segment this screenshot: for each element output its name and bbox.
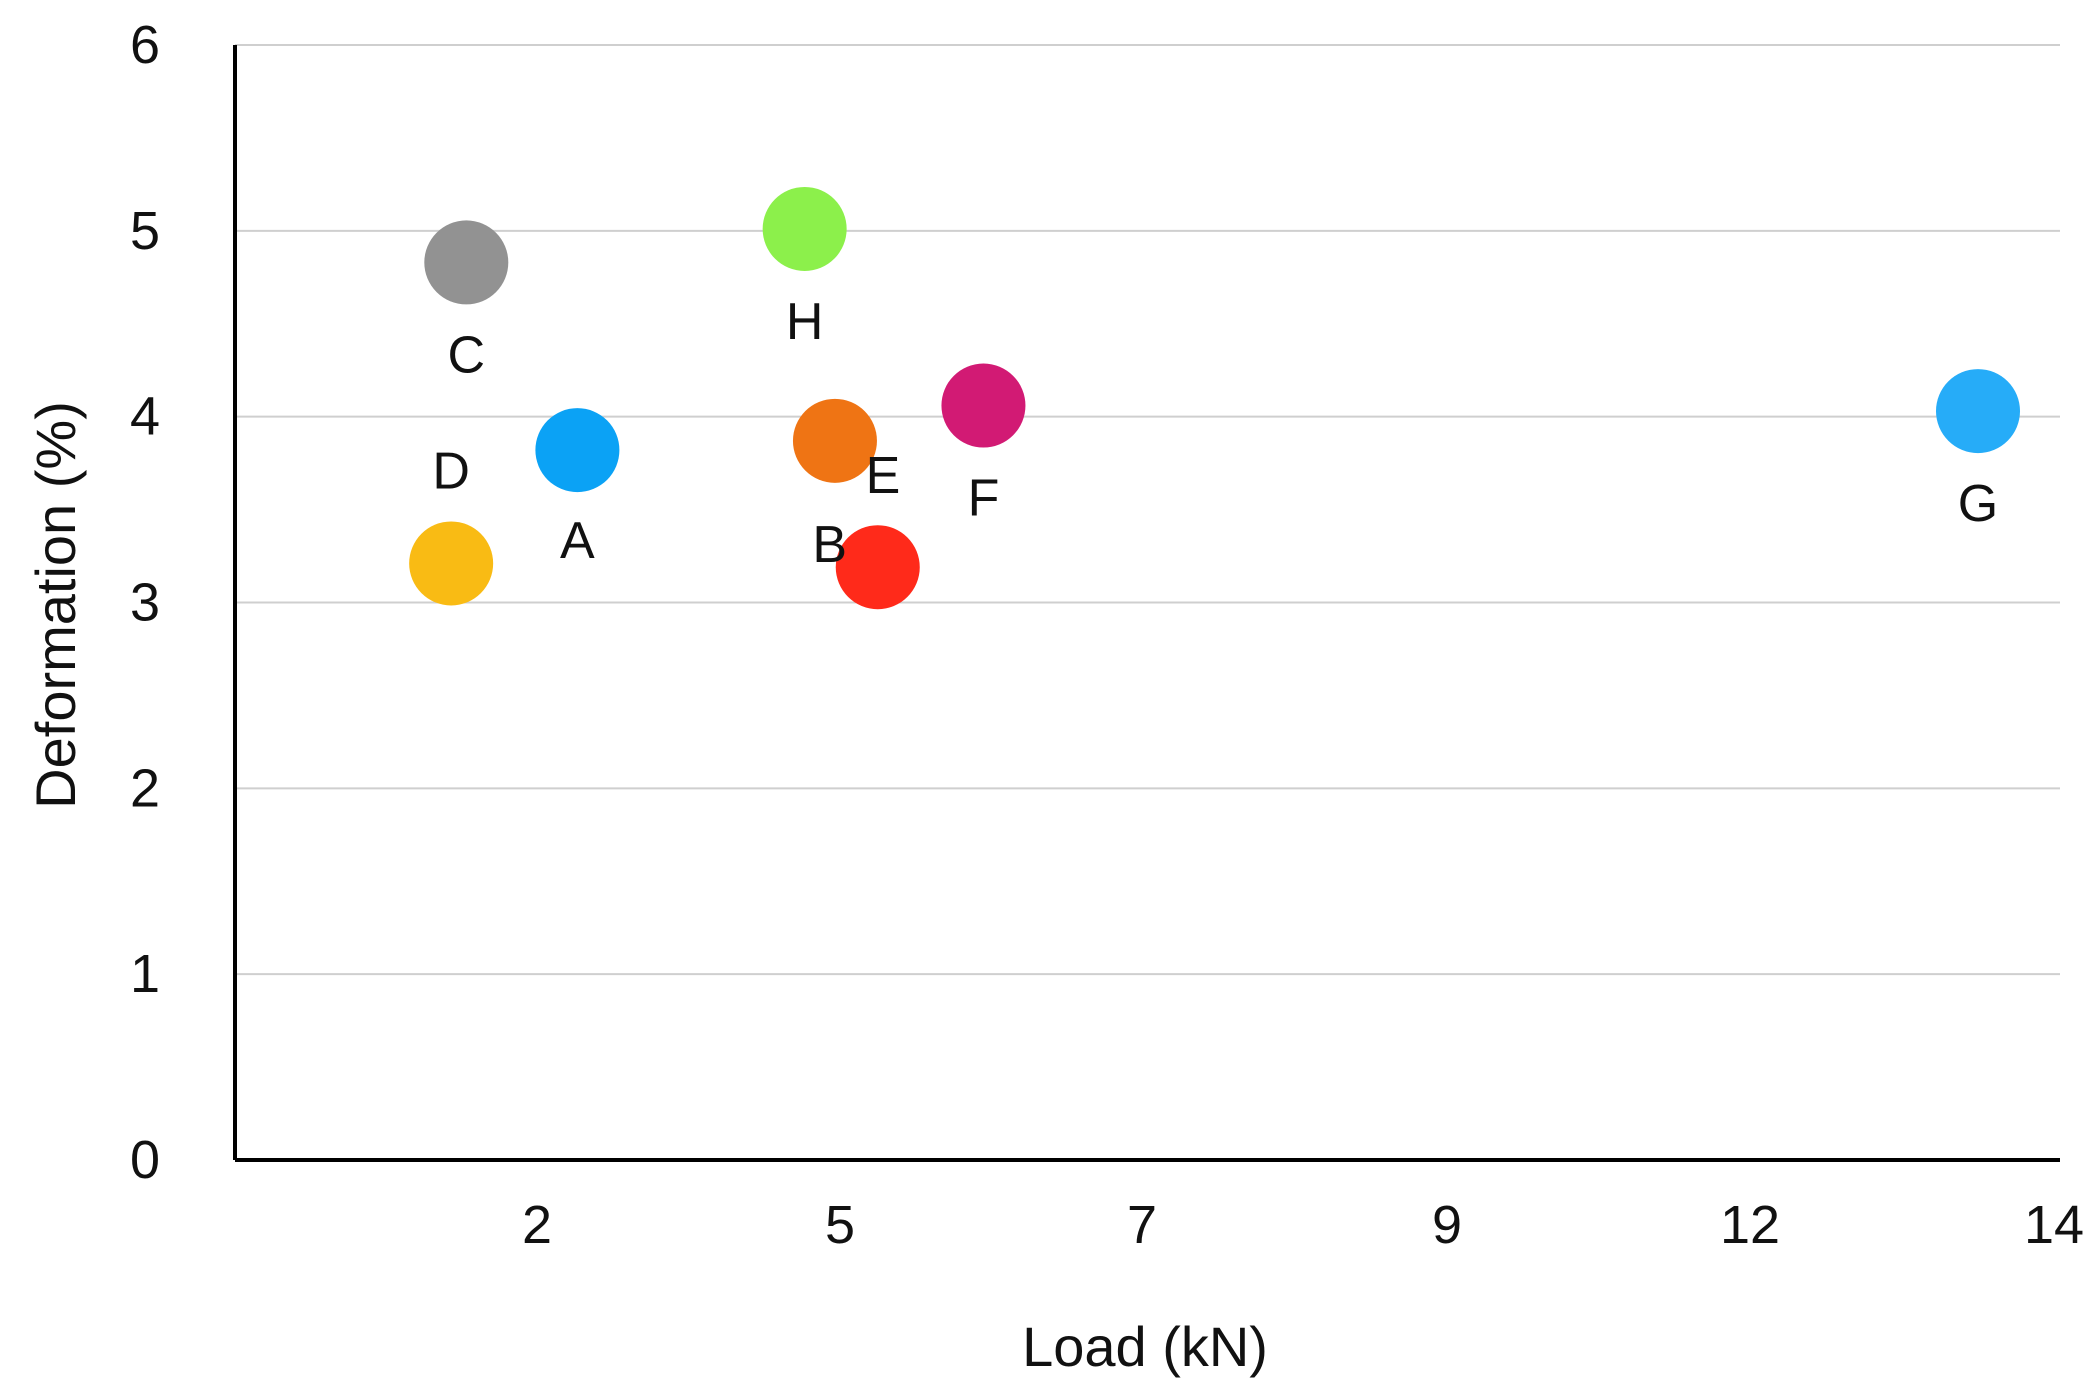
y-tick-label: 4 [130, 387, 160, 447]
y-tick-label: 2 [130, 758, 160, 818]
x-tick-label: 14 [2024, 1195, 2084, 1255]
data-label-f: F [968, 470, 1000, 528]
data-label-c: C [448, 326, 486, 384]
x-tick-label: 7 [1127, 1195, 1157, 1255]
axis-layer [233, 45, 2060, 1162]
y-tick-label: 5 [130, 201, 160, 261]
data-point-f [941, 363, 1026, 448]
data-point-e [792, 398, 877, 483]
data-label-a: A [560, 512, 595, 570]
data-point-d [409, 521, 494, 606]
grid-layer [235, 44, 2060, 976]
x-tick-label: 2 [522, 1195, 552, 1255]
x-axis-title: Load (kN) [1022, 1315, 1268, 1378]
point-layer [409, 186, 2020, 610]
data-point-h [762, 186, 847, 271]
y-tick-label: 3 [130, 573, 160, 633]
data-label-h: H [786, 293, 824, 351]
data-point-b [835, 525, 920, 610]
data-point-c [424, 220, 509, 305]
x-tick-label: 9 [1432, 1195, 1462, 1255]
data-label-e: E [866, 447, 901, 505]
data-label-b: B [812, 516, 847, 574]
y-tick-label: 0 [130, 1130, 160, 1190]
x-tick-label: 12 [1720, 1195, 1780, 1255]
x-tick-label: 5 [825, 1195, 855, 1255]
label-layer: A B CD E F G H [432, 293, 1998, 574]
data-point-a [535, 408, 620, 493]
data-label-g: G [1958, 475, 1998, 533]
y-tick-label: 6 [130, 15, 160, 75]
data-point-g [1936, 369, 2020, 454]
y-axis-title: Deformation (%) [24, 401, 87, 809]
y-tick-label: 1 [130, 944, 160, 1004]
data-label-d: D [432, 442, 470, 500]
